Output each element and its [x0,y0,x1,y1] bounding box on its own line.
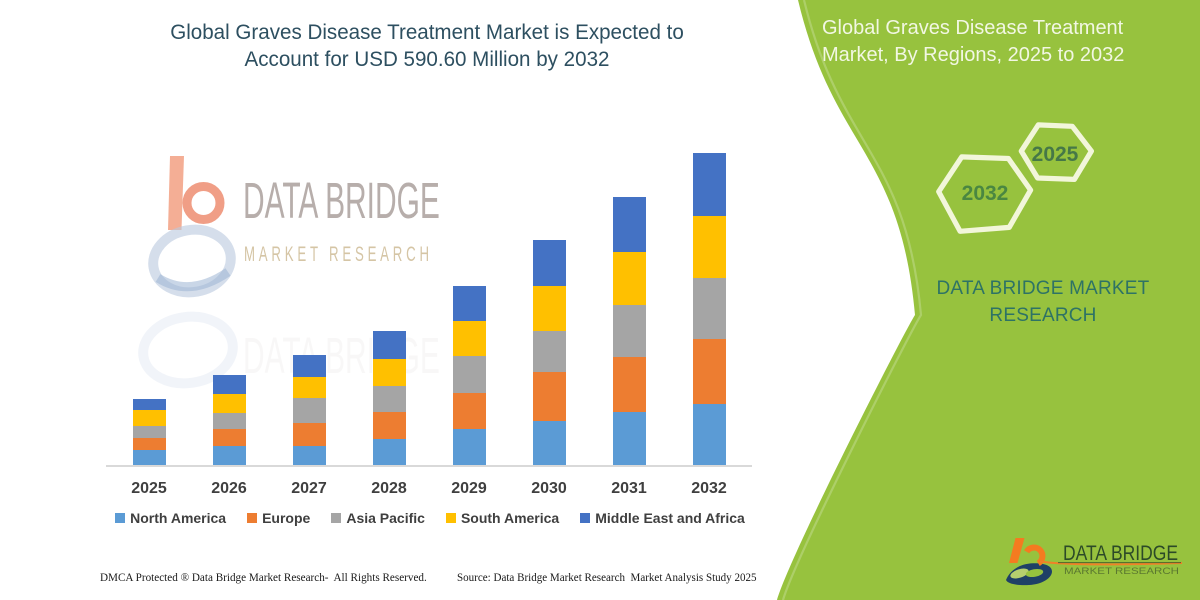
svg-text:DATA BRIDGE: DATA BRIDGE [1063,541,1178,565]
svg-text:MARKET RESEARCH: MARKET RESEARCH [1064,566,1179,576]
